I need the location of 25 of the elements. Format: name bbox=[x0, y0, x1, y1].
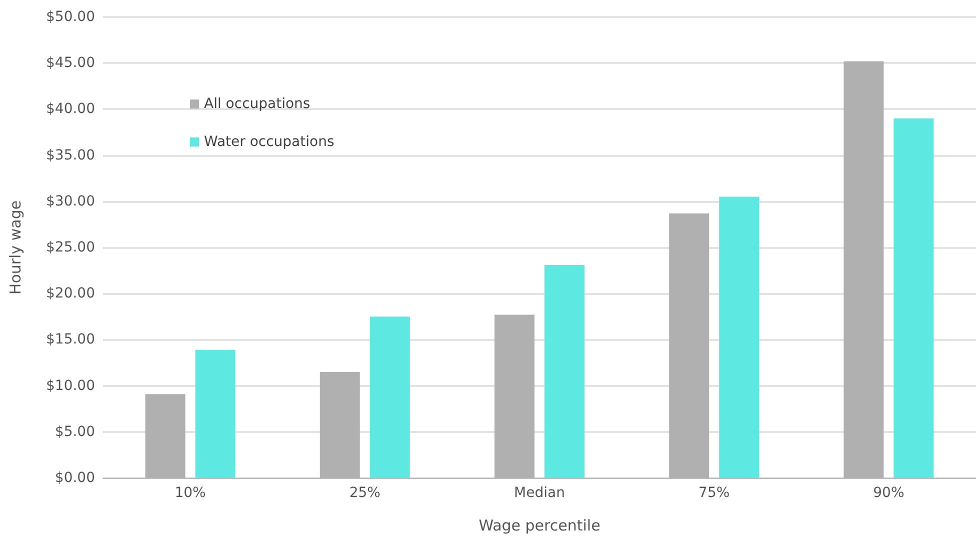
bar bbox=[894, 118, 934, 478]
bar bbox=[544, 265, 584, 478]
bar bbox=[195, 350, 236, 478]
y-tick-label: $35.00 bbox=[46, 147, 95, 164]
x-axis-title: Wage percentile bbox=[478, 516, 600, 534]
x-tick-label: 90% bbox=[873, 485, 904, 501]
x-tick-label: 25% bbox=[349, 485, 380, 501]
x-tick-label: 75% bbox=[698, 485, 730, 501]
legend-label: All occupations bbox=[204, 96, 310, 112]
x-tick-label: Median bbox=[514, 485, 565, 501]
y-tick-label: $45.00 bbox=[46, 55, 95, 72]
bar bbox=[370, 316, 410, 478]
y-tick-label: $25.00 bbox=[46, 240, 95, 256]
x-tick-label: 10% bbox=[174, 485, 206, 501]
y-tick-label: $5.00 bbox=[54, 424, 95, 440]
y-tick-label: $30.00 bbox=[46, 193, 95, 210]
y-tick-label: $15.00 bbox=[46, 332, 95, 348]
y-tick-label: $20.00 bbox=[46, 286, 95, 302]
y-tick-label: $40.00 bbox=[46, 101, 95, 118]
y-tick-label: $10.00 bbox=[46, 378, 95, 394]
y-axis-title: Hourly wage bbox=[6, 200, 24, 295]
bar bbox=[719, 196, 760, 478]
y-tick-label: $50.00 bbox=[46, 9, 95, 25]
legend-label: Water occupations bbox=[204, 134, 334, 150]
y-tick-label: $0.00 bbox=[54, 470, 95, 486]
